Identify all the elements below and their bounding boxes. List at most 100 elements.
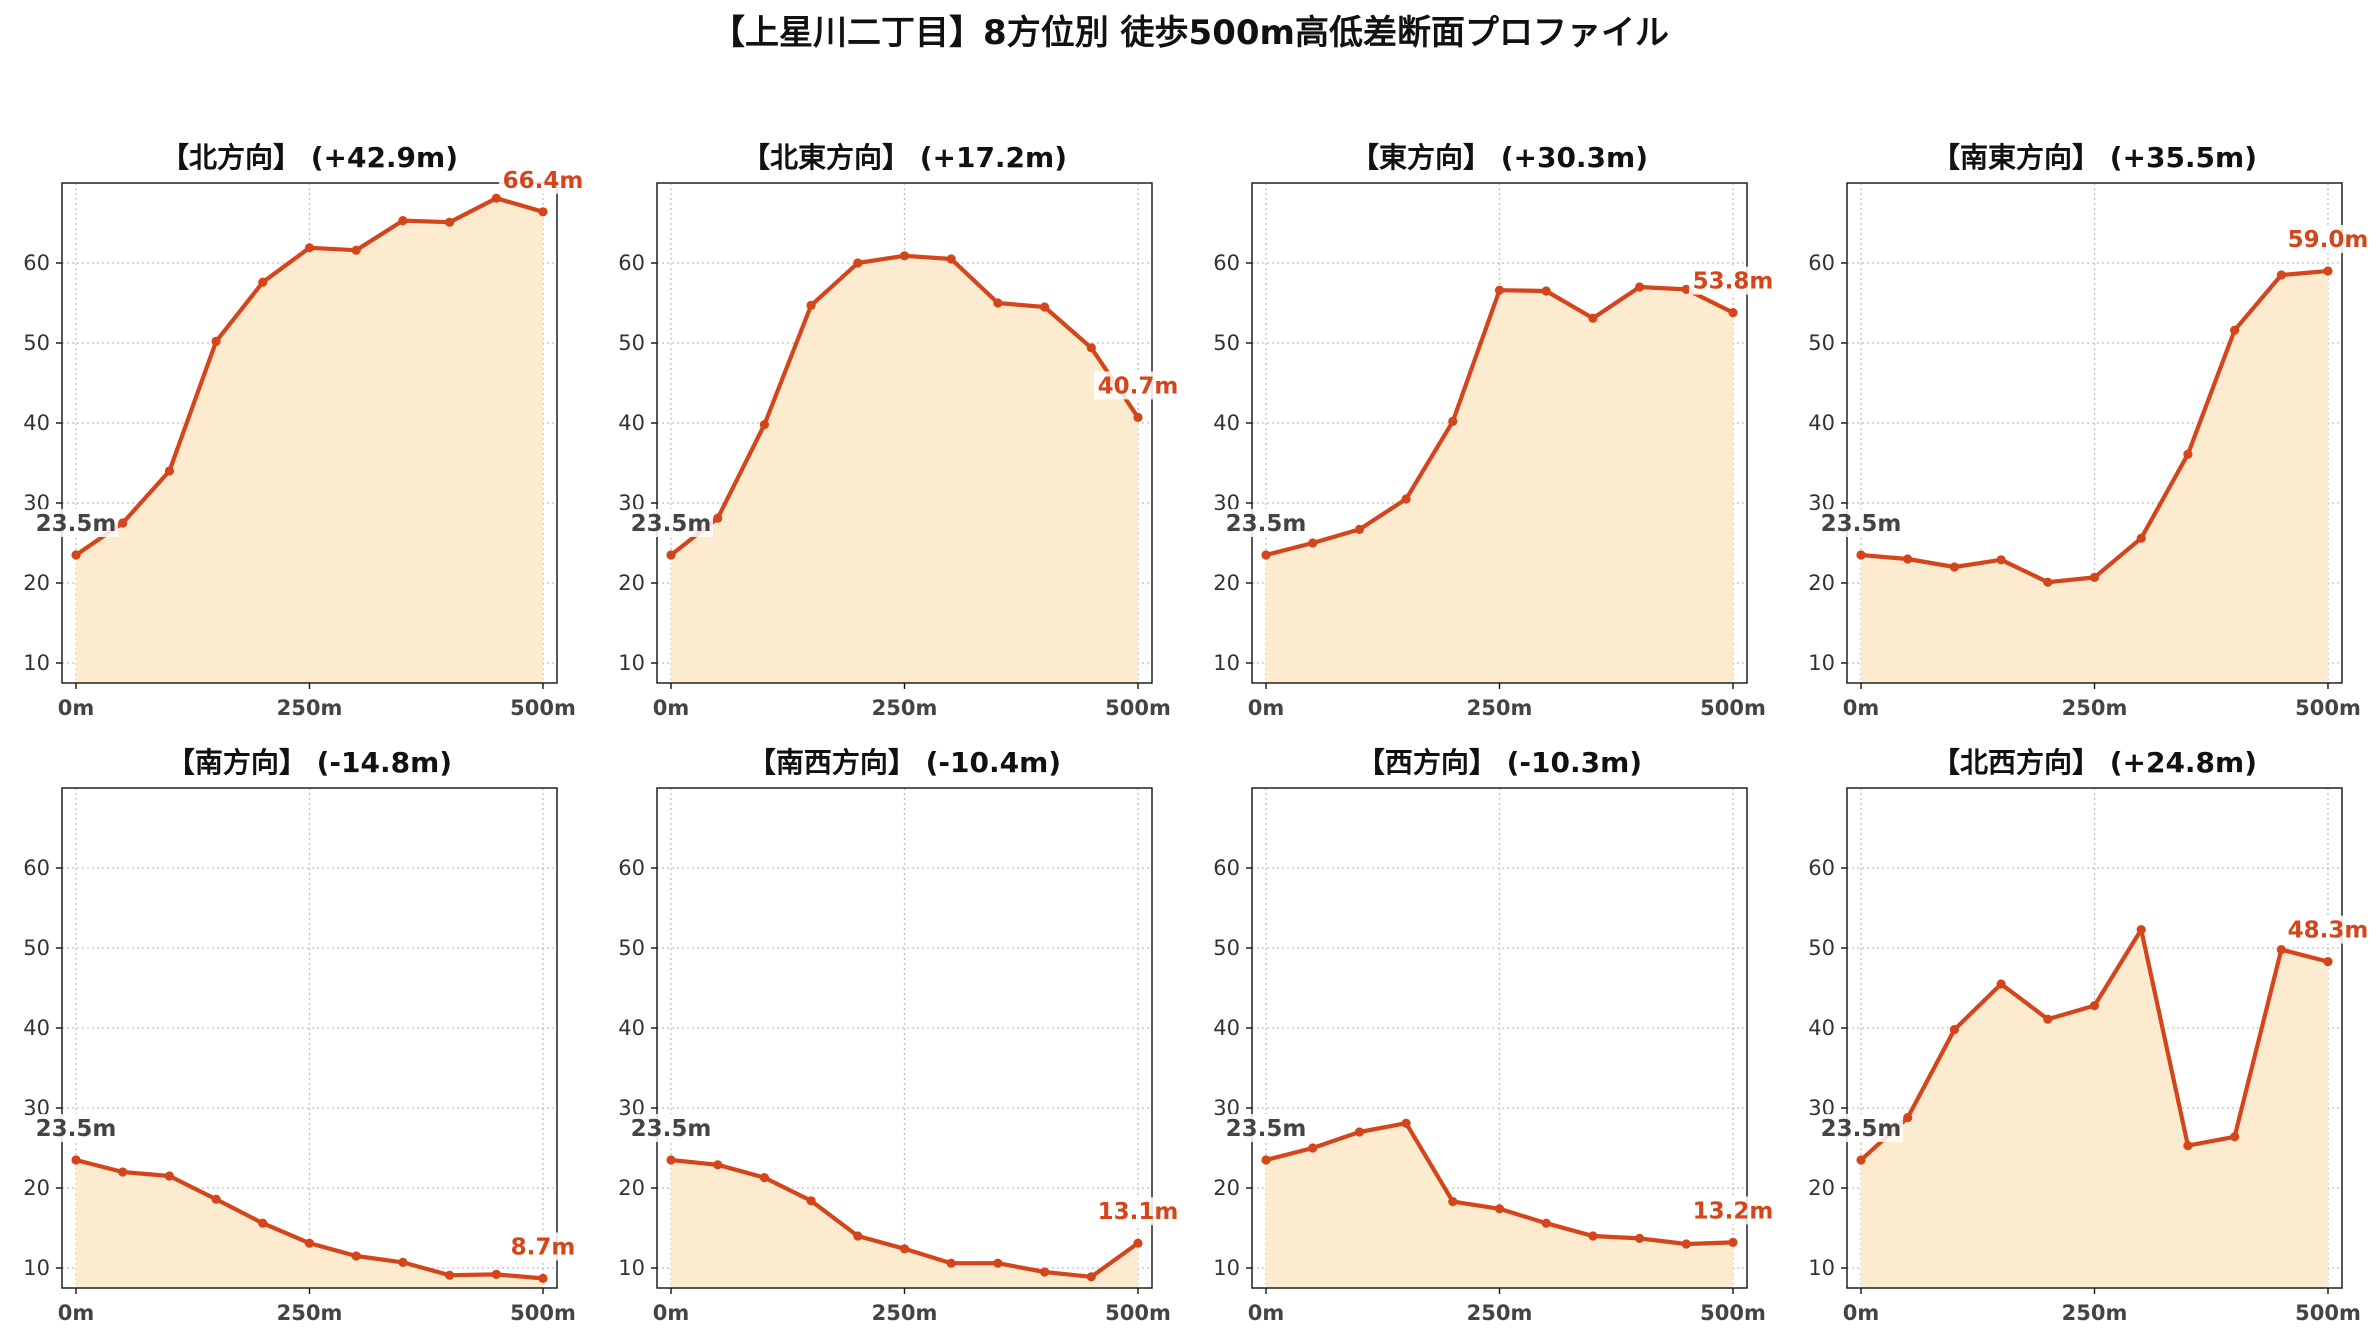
data-point (1308, 1143, 1318, 1153)
data-point (713, 513, 723, 523)
x-tick-label: 0m (1248, 696, 1285, 720)
y-tick-label: 50 (618, 936, 645, 960)
x-tick-label: 500m (510, 696, 576, 720)
y-tick-label: 10 (1808, 651, 1835, 675)
elevation-area (76, 198, 543, 683)
end-elevation-label: 48.3m (2288, 918, 2369, 944)
data-point (1949, 1025, 1960, 1035)
start-label-bg (631, 509, 714, 537)
y-tick-label: 10 (1808, 1256, 1835, 1280)
data-point (304, 243, 315, 253)
y-tick-label: 10 (618, 1256, 645, 1280)
end-label-bg (1688, 1196, 1777, 1225)
start-label-bg (36, 509, 119, 537)
data-point (2229, 1132, 2240, 1142)
end-label-bg (1093, 371, 1182, 400)
data-point (1903, 554, 1913, 564)
data-point (398, 216, 408, 226)
data-point (2323, 266, 2333, 276)
x-tick-label: 250m (872, 1301, 938, 1325)
data-point (946, 1258, 956, 1268)
data-point (666, 1155, 676, 1165)
data-point (1681, 1239, 1691, 1249)
y-tick-label: 50 (23, 936, 50, 960)
data-point (398, 1257, 408, 1267)
y-tick-label: 20 (1213, 1176, 1240, 1200)
y-tick-label: 40 (23, 411, 50, 435)
y-tick-label: 60 (23, 251, 50, 275)
start-label-bg (36, 1114, 119, 1142)
elevation-area (1861, 929, 2328, 1288)
data-point (444, 217, 455, 227)
data-point (2136, 925, 2146, 935)
data-point (1588, 1231, 1598, 1241)
data-point (759, 1173, 770, 1183)
data-point (993, 298, 1003, 308)
x-tick-label: 0m (653, 696, 690, 720)
data-point (1448, 1197, 1458, 1207)
x-tick-label: 250m (277, 696, 343, 720)
x-tick-label: 500m (1700, 1301, 1766, 1325)
elevation-area (671, 1160, 1138, 1288)
data-point (211, 336, 221, 346)
data-point (806, 300, 816, 310)
start-elevation-label: 23.5m (631, 1116, 712, 1142)
data-point (118, 518, 128, 528)
x-tick-label: 500m (1105, 1301, 1171, 1325)
panel-title: 【東方向】 (+30.3m) (1351, 141, 1648, 174)
panel-title: 【北西方向】 (+24.8m) (1932, 746, 2257, 779)
y-tick-label: 40 (1213, 411, 1240, 435)
data-point (491, 193, 501, 203)
data-point (1354, 524, 1365, 535)
data-point (351, 245, 361, 255)
y-tick-label: 20 (1808, 1176, 1835, 1200)
data-point (538, 1273, 548, 1283)
start-elevation-label: 23.5m (1226, 1116, 1307, 1142)
end-elevation-label: 59.0m (2288, 227, 2369, 253)
data-point (538, 207, 548, 217)
data-point (666, 550, 676, 560)
x-tick-label: 500m (2295, 1301, 2361, 1325)
data-point (1681, 284, 1691, 294)
end-elevation-label: 40.7m (1098, 373, 1179, 399)
end-label-bg (1093, 1197, 1182, 1226)
data-point (759, 420, 770, 430)
y-tick-label: 40 (1808, 1016, 1835, 1040)
x-tick-label: 250m (1467, 1301, 1533, 1325)
data-point (1039, 1267, 1050, 1277)
start-elevation-label: 23.5m (1226, 511, 1307, 537)
data-point (1856, 550, 1866, 560)
start-elevation-label: 23.5m (1821, 1116, 1902, 1142)
start-elevation-label: 23.5m (36, 511, 117, 537)
panel-title: 【南東方向】 (+35.5m) (1932, 141, 2257, 174)
x-tick-label: 0m (58, 696, 95, 720)
elevation-area (76, 1160, 543, 1288)
y-tick-label: 50 (1213, 331, 1240, 355)
data-point (713, 1160, 723, 1170)
data-point (2136, 533, 2146, 543)
y-tick-label: 40 (23, 1016, 50, 1040)
y-tick-label: 10 (618, 651, 645, 675)
data-point (491, 1269, 501, 1279)
data-point (1903, 1113, 1913, 1123)
y-tick-label: 20 (23, 1176, 50, 1200)
data-point (1541, 1218, 1551, 1228)
y-tick-label: 20 (1213, 571, 1240, 595)
elevation-area (1266, 287, 1733, 683)
data-point (211, 1194, 221, 1204)
x-tick-label: 0m (1248, 1301, 1285, 1325)
data-point (164, 1171, 175, 1181)
data-point (444, 1270, 455, 1280)
y-tick-label: 50 (1213, 936, 1240, 960)
start-label-bg (1821, 509, 1904, 537)
data-point (2043, 577, 2053, 587)
end-label-bg (2283, 915, 2372, 944)
y-tick-label: 40 (1808, 411, 1835, 435)
y-tick-label: 10 (1213, 1256, 1240, 1280)
data-point (118, 1167, 128, 1177)
y-tick-label: 20 (618, 1176, 645, 1200)
data-point (2183, 1141, 2193, 1151)
data-point (2323, 957, 2333, 967)
